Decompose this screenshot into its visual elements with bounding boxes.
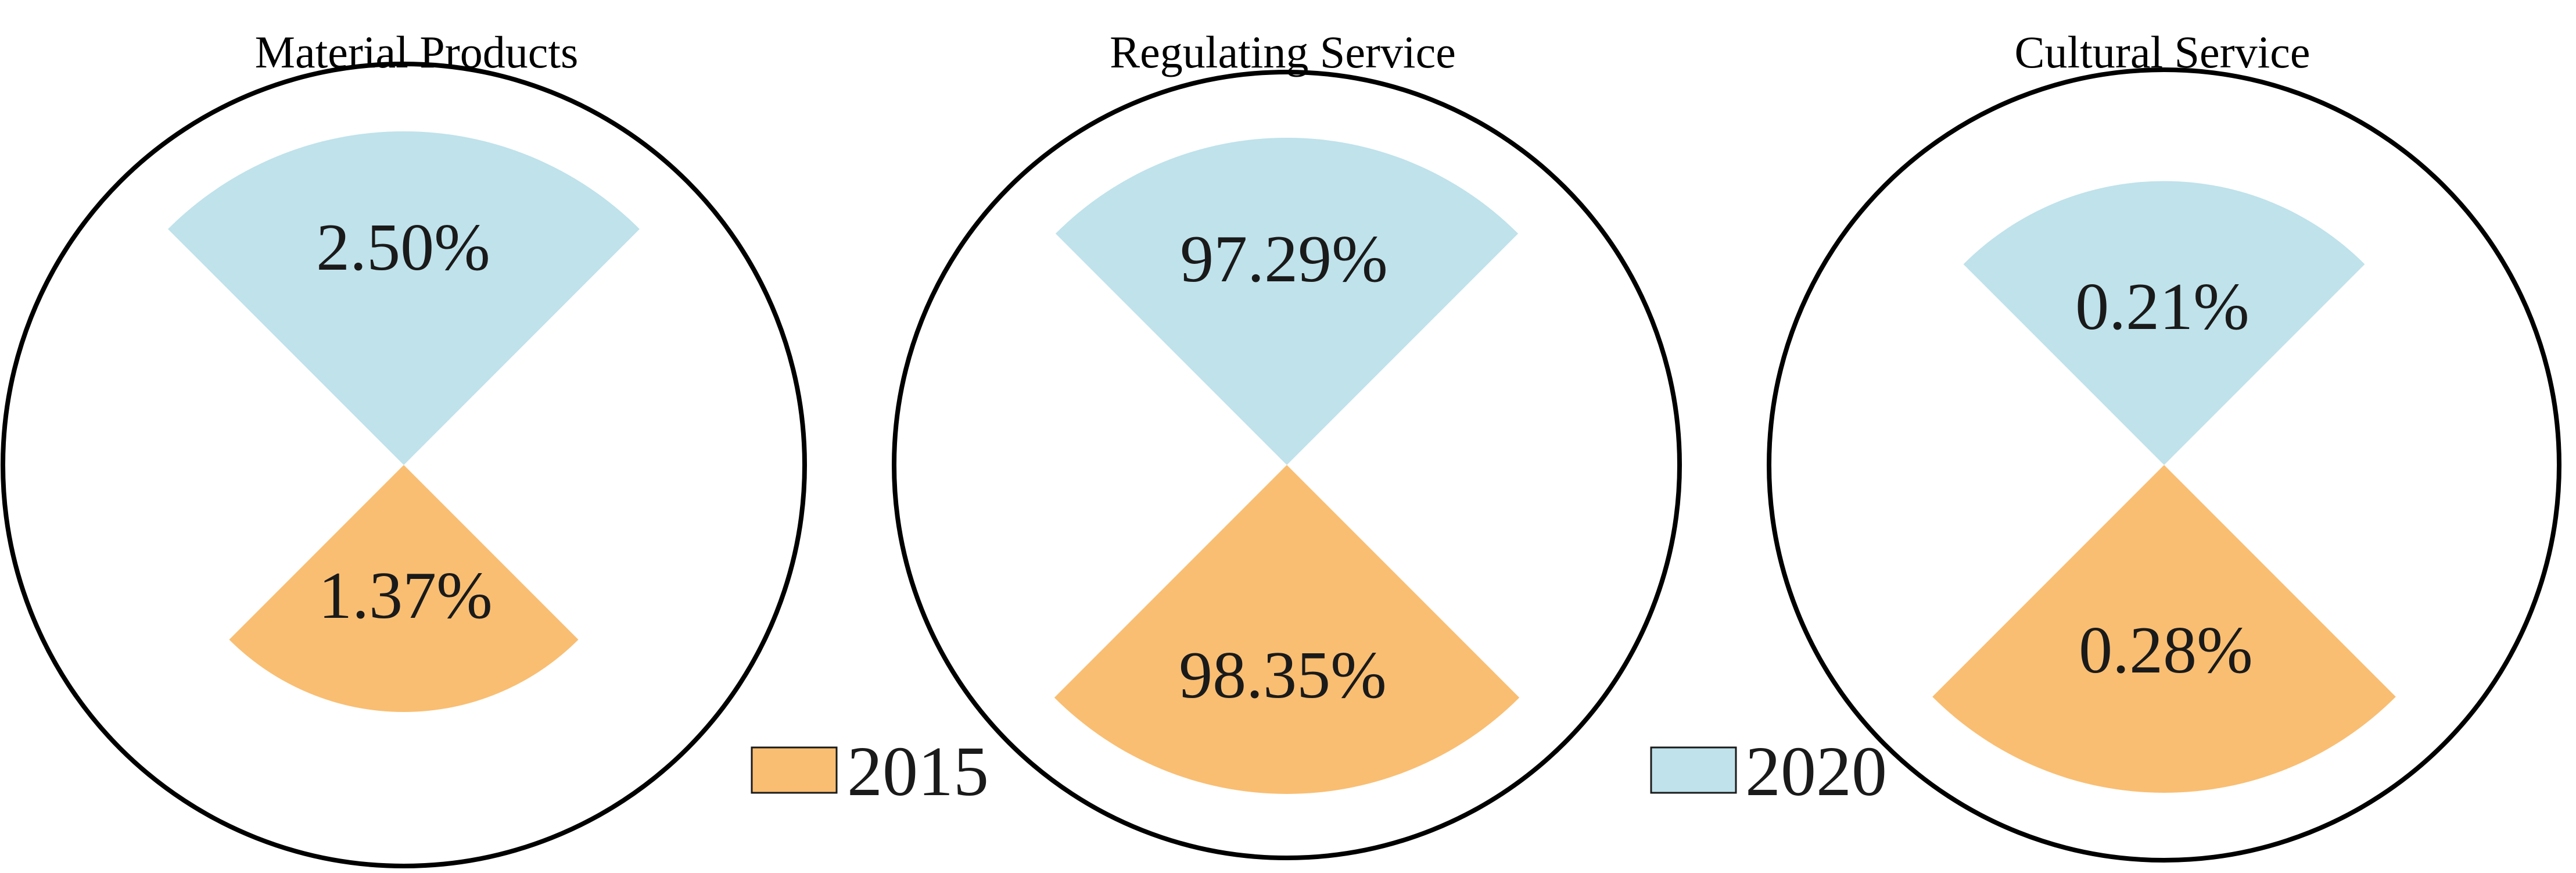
slice-2020 bbox=[168, 131, 640, 466]
legend: 2015 2020 bbox=[751, 732, 1887, 811]
slice-label-2020: 97.29% bbox=[1180, 222, 1388, 296]
panel-cultural-service: Cultural Service 0.21% 0.28% bbox=[1767, 27, 2561, 863]
legend-item-2015: 2015 bbox=[751, 732, 989, 811]
legend-item-2020: 2020 bbox=[1650, 732, 1887, 811]
slice-label-2020: 0.21% bbox=[2075, 270, 2249, 344]
panel-regulating-service: Regulating Service 97.29% 98.35% bbox=[892, 27, 1682, 860]
panel-outline-circle bbox=[1767, 67, 2561, 863]
slice-label-2020: 2.50% bbox=[316, 210, 490, 285]
legend-swatch-2020 bbox=[1650, 746, 1737, 794]
legend-label-2015: 2015 bbox=[847, 732, 989, 811]
slice-2015 bbox=[229, 465, 579, 713]
panel-outline-circle bbox=[892, 70, 1682, 860]
slice-2015 bbox=[1932, 465, 2396, 793]
slice-2020 bbox=[1055, 137, 1519, 465]
slice-label-2015: 1.37% bbox=[318, 559, 493, 633]
panel-title: Regulating Service bbox=[1110, 27, 1456, 77]
slice-label-2015: 98.35% bbox=[1179, 638, 1387, 713]
slice-label-2015: 0.28% bbox=[2079, 613, 2253, 688]
panel-outline-circle bbox=[1, 62, 807, 868]
legend-swatch-2015 bbox=[751, 746, 838, 794]
slice-2020 bbox=[1963, 181, 2365, 465]
panel-title: Material Products bbox=[255, 27, 579, 77]
legend-label-2020: 2020 bbox=[1745, 732, 1887, 811]
slice-2015 bbox=[1054, 465, 1520, 794]
panel-material-products: Material Products 2.50% 1.37% bbox=[1, 27, 807, 868]
